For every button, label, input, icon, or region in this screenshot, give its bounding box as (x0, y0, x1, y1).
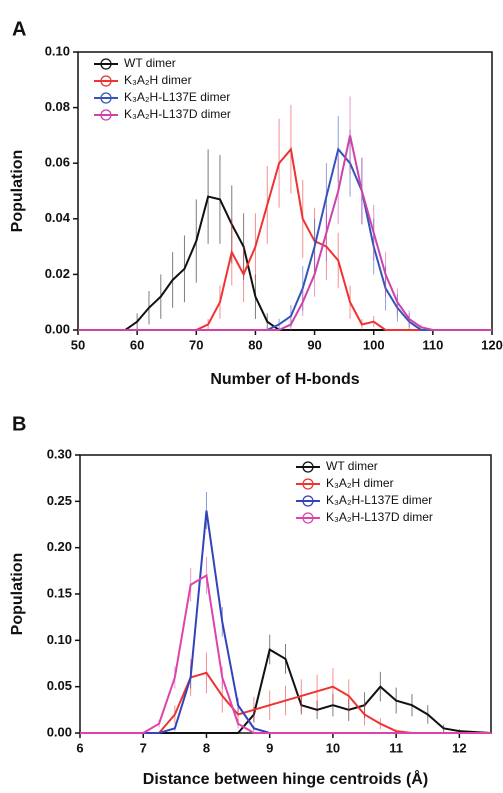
y-tick-label: 0.05 (47, 678, 72, 693)
y-tick-label: 0.00 (47, 724, 72, 739)
y-tick-label: 0.02 (45, 266, 70, 281)
legend-label: K₃A₂H-L137D dimer (326, 510, 433, 524)
legend-label: K₃A₂H-L137E dimer (326, 493, 432, 507)
legend-marker (100, 75, 112, 87)
legend-label: K₃A₂H dimer (124, 73, 192, 87)
x-tick-label: 10 (326, 740, 340, 755)
legend-marker (302, 461, 314, 473)
legend-marker (100, 58, 112, 70)
panel-label: B (12, 413, 26, 435)
series (80, 556, 491, 734)
series-line (80, 510, 491, 734)
legend-marker (302, 495, 314, 507)
y-tick-label: 0.00 (45, 321, 70, 336)
y-tick-label: 0.04 (45, 210, 71, 225)
y-tick-label: 0.08 (45, 99, 70, 114)
x-tick-label: 6 (76, 740, 83, 755)
x-tick-label: 60 (130, 337, 144, 352)
y-tick-label: 0.15 (47, 585, 72, 600)
y-tick-label: 0.10 (45, 43, 70, 58)
x-tick-label: 120 (481, 337, 503, 352)
x-tick-label: 11 (389, 740, 403, 755)
series-line (78, 147, 492, 331)
series (80, 492, 491, 734)
series-line (78, 195, 492, 331)
legend-marker (302, 478, 314, 490)
x-tick-label: 100 (363, 337, 385, 352)
y-tick-label: 0.25 (47, 493, 72, 508)
y-tick-label: 0.10 (47, 632, 72, 647)
series-line (78, 147, 492, 331)
y-axis-label: Population (9, 150, 26, 233)
x-axis-label: Number of H-bonds (210, 371, 359, 388)
y-tick-label: 0.30 (47, 446, 72, 461)
legend-marker (100, 109, 112, 121)
series (78, 104, 492, 331)
y-axis-label: Population (9, 553, 26, 636)
series (78, 149, 492, 331)
series (80, 634, 492, 734)
legend-label: WT dimer (326, 459, 378, 473)
x-tick-label: 8 (203, 740, 210, 755)
x-tick-label: 110 (422, 337, 443, 352)
y-tick-label: 0.06 (45, 155, 70, 170)
legend-label: WT dimer (124, 56, 176, 70)
series-line (78, 135, 492, 331)
x-tick-label: 90 (307, 337, 321, 352)
x-tick-label: 12 (452, 740, 466, 755)
legend-label: K₃A₂H-L137D dimer (124, 107, 231, 121)
x-tick-label: 7 (140, 740, 147, 755)
legend-marker (302, 512, 314, 524)
series (78, 115, 492, 331)
x-tick-label: 9 (266, 740, 273, 755)
x-tick-label: 70 (189, 337, 203, 352)
legend-label: K₃A₂H-L137E dimer (124, 90, 230, 104)
series (78, 96, 492, 331)
legend-label: K₃A₂H dimer (326, 476, 394, 490)
y-tick-label: 0.20 (47, 539, 72, 554)
x-tick-label: 50 (71, 337, 85, 352)
panel-label: A (12, 18, 26, 40)
x-tick-label: 80 (248, 337, 262, 352)
x-axis-label: Distance between hinge centroids (Å) (143, 769, 428, 788)
series-line (80, 573, 491, 734)
legend-marker (100, 92, 112, 104)
